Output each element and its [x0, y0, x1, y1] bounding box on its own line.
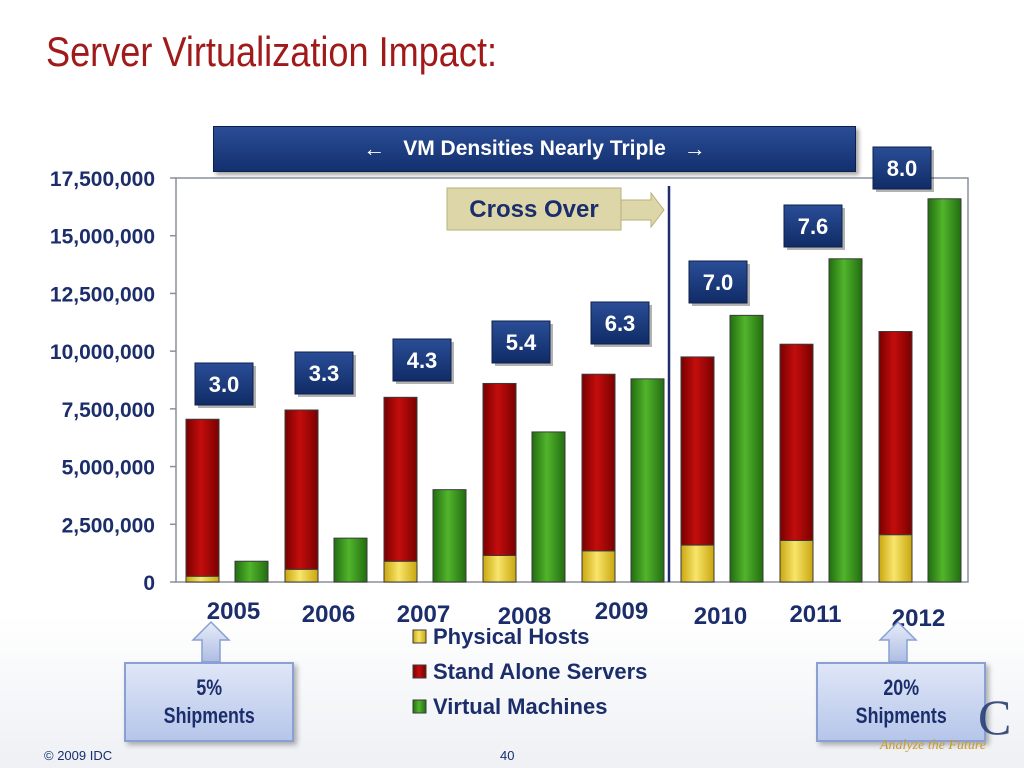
bar-virtual-machines-2008: [531, 431, 566, 583]
y-axis: 0 2,500,000 5,000,000 7,500,000 10,000,000 12…: [50, 168, 176, 595]
bar-stand-alone-servers-2012: [878, 331, 913, 536]
y-tick-label: 15,000,000: [50, 226, 155, 249]
bar-physical-hosts-2011: [779, 539, 814, 583]
y-tick-label: 5,000,000: [62, 457, 155, 480]
up-arrow-icon: [878, 620, 918, 663]
idc-logo: C: [978, 689, 1012, 745]
bars: [185, 198, 962, 583]
density-box: [294, 351, 354, 395]
left-arrow-icon: ←: [363, 136, 386, 161]
density-labels: 3.0 3.3 4.3 5.4 6.3 7.0 7.6 8.0: [194, 146, 934, 408]
y-tick-label: 17,500,000: [50, 168, 155, 191]
density-value: 7.6: [798, 214, 829, 239]
bar-stand-alone-servers-2010: [680, 356, 715, 546]
callout-label: Shipments: [855, 703, 947, 728]
bar-physical-hosts-2008: [482, 554, 517, 583]
logo-tagline: Analyze the Future: [880, 738, 987, 753]
density-box: [392, 338, 452, 382]
x-tick-label: 2010: [694, 603, 747, 630]
density-box: [688, 260, 748, 304]
bar-physical-hosts-2012: [878, 534, 913, 583]
density-value: 3.0: [209, 372, 240, 397]
callout-percent: 5%: [196, 675, 222, 700]
bar-stand-alone-servers-2007: [383, 396, 418, 562]
y-tick-label: 7,500,000: [62, 399, 155, 422]
x-tick-label: 2005: [207, 598, 260, 625]
density-box: [783, 204, 843, 248]
bar-physical-hosts-2005: [185, 575, 220, 583]
x-axis: 2005 2006 2007 2008 2009 2010 2011 2012: [207, 598, 945, 632]
crossover-arrow-icon: [620, 191, 665, 229]
bar-virtual-machines-2012: [927, 198, 962, 583]
up-arrow-icon: [191, 620, 231, 663]
page-number: 40: [500, 748, 515, 763]
bar-stand-alone-servers-2009: [581, 373, 616, 552]
density-value: 5.4: [506, 330, 537, 355]
crossover-label: Cross Over: [469, 196, 598, 223]
vm-density-label-2006: 3.3: [294, 351, 356, 397]
y-tick-label: 2,500,000: [62, 514, 155, 537]
vm-density-label-2011: 7.6: [783, 204, 845, 250]
callout-arrows: [191, 620, 918, 663]
legend-swatch: [412, 664, 427, 679]
vm-density-label-2008: 5.4: [491, 320, 553, 366]
bar-physical-hosts-2007: [383, 560, 418, 583]
vm-density-label-2012: 8.0: [872, 146, 934, 192]
bar-stand-alone-servers-2011: [779, 343, 814, 541]
x-tick-label: 2006: [302, 601, 355, 628]
right-arrow-icon: →: [683, 136, 706, 161]
bar-physical-hosts-2009: [581, 550, 616, 583]
density-box: [590, 301, 650, 345]
callout-percent: 20%: [883, 675, 919, 700]
x-tick-label: 2007: [397, 601, 450, 628]
legend-swatch: [412, 699, 427, 714]
copyright: © 2009 IDC: [44, 748, 113, 763]
vm-density-banner: ← VM Densities Nearly Triple →: [213, 126, 856, 172]
vm-density-label-2007: 4.3: [392, 338, 454, 384]
page-title: Server Virtualization Impact:: [46, 28, 498, 75]
vm-density-label-2009: 6.3: [590, 301, 652, 347]
legend-swatch: [412, 629, 427, 644]
bar-virtual-machines-2009: [630, 378, 665, 583]
bar-virtual-machines-2005: [234, 560, 269, 583]
y-tick-label: 10,000,000: [50, 341, 155, 364]
crossover-box: [446, 187, 622, 231]
bar-stand-alone-servers-2008: [482, 382, 517, 556]
x-tick-label: 2011: [789, 601, 841, 628]
bar-physical-hosts-2010: [680, 544, 715, 583]
density-value: 6.3: [605, 311, 636, 336]
banner-text: VM Densities Nearly Triple: [403, 137, 666, 160]
legend-label: Physical Hosts: [433, 624, 590, 649]
density-value: 7.0: [703, 270, 734, 295]
callout-2005-shipments: 5% Shipments: [124, 662, 294, 742]
crossover-marker: Cross Over: [446, 186, 671, 582]
bar-stand-alone-servers-2006: [284, 409, 319, 570]
callout-2012-shipments: 20% Shipments: [816, 662, 986, 742]
density-value: 4.3: [407, 348, 438, 373]
bar-virtual-machines-2010: [729, 314, 764, 583]
x-tick-label: 2009: [595, 598, 648, 625]
bar-virtual-machines-2007: [432, 489, 467, 583]
legend-label: Stand Alone Servers: [433, 659, 647, 684]
legend: Physical Hosts Stand Alone Servers Virtual…: [412, 624, 647, 719]
x-tick-label: 2008: [498, 603, 551, 630]
bar-virtual-machines-2006: [333, 537, 368, 583]
density-box: [194, 362, 254, 406]
vm-density-label-2010: 7.0: [688, 260, 750, 306]
callout-label: Shipments: [163, 703, 255, 728]
bar-virtual-machines-2011: [828, 258, 863, 583]
bar-stand-alone-servers-2005: [185, 418, 220, 577]
vm-density-label-2005: 3.0: [194, 362, 256, 408]
density-box: [491, 320, 551, 364]
y-tick-label: 12,500,000: [50, 283, 155, 306]
bar-physical-hosts-2006: [284, 568, 319, 583]
density-value: 8.0: [887, 156, 918, 181]
y-tick-label: 0: [143, 572, 155, 595]
density-box: [872, 146, 932, 190]
density-value: 3.3: [309, 361, 340, 386]
legend-label: Virtual Machines: [433, 694, 607, 719]
